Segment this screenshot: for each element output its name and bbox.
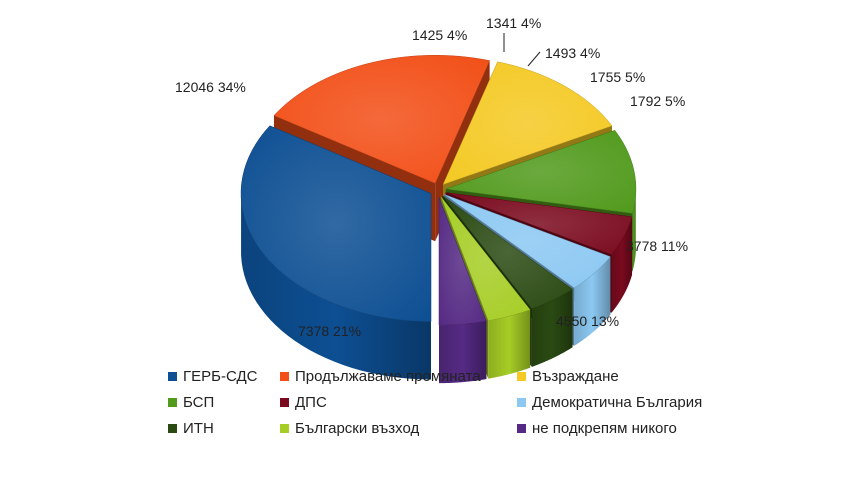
legend-item-gerb-sds: ГЕРБ-СДС [168,366,280,386]
legend-label: Български възход [295,419,420,437]
slice-side [488,309,531,379]
data-label: 3778 11% [626,238,688,254]
slice-top [440,196,531,321]
data-label: 1755 5% [590,69,645,85]
slice-top [442,195,573,310]
legend-item-vazrazhdane: Възраждане [517,366,747,386]
legend-item-db: Демократична България [517,392,747,412]
legend-label: ГЕРБ-СДС [183,367,258,385]
legend-swatch [280,397,289,407]
slice-side [574,256,611,346]
slice-side [439,321,487,384]
data-label: 4550 13% [556,313,619,329]
pie-slice [438,197,487,384]
legend-swatch [280,423,289,433]
legend-swatch [517,371,526,381]
legend-swatch [168,371,177,381]
legend-label: Демократична България [532,393,703,411]
legend-label: не подкрепям никого [532,419,677,437]
slice-side [632,183,636,272]
legend-item-pp: Продължаваме промяната [280,366,517,386]
slice-side [241,190,432,380]
legend-item-none: не подкрепям никого [517,418,747,438]
legend-label: БСП [183,393,215,411]
slice-top [445,192,633,256]
legend-label: Възраждане [532,367,619,385]
chart-legend: ГЕРБ-СДС Продължаваме промяната Възражда… [168,366,768,438]
legend-swatch [168,423,177,433]
legend-item-bsp: БСП [168,392,280,412]
legend-item-bv: Български възход [280,418,517,438]
legend-label: Продължаваме промяната [295,367,481,385]
data-label: 1792 5% [630,93,685,109]
slice-top [444,194,611,289]
slice-top [445,130,637,214]
data-label: 7378 21% [298,323,361,339]
legend-swatch [168,397,177,407]
legend-label: ИТН [183,419,214,437]
slice-top [438,197,487,326]
legend-swatch [517,423,526,433]
slice-top [273,55,490,184]
data-label: 1341 4% [486,15,541,31]
data-label: 1493 4% [545,45,600,61]
leader-line [527,51,541,67]
legend-item-dps: ДПС [280,392,517,412]
legend-label: ДПС [295,393,327,411]
legend-item-itn: ИТН [168,418,280,438]
legend-swatch [517,397,526,407]
data-label: 12046 34% [175,79,246,95]
pie-slice [240,125,432,380]
slice-top [240,125,432,322]
slice-side [611,216,633,313]
slice-side [531,289,573,367]
legend-swatch [280,371,289,381]
slice-top [442,61,613,185]
data-label: 1425 4% [412,27,467,43]
